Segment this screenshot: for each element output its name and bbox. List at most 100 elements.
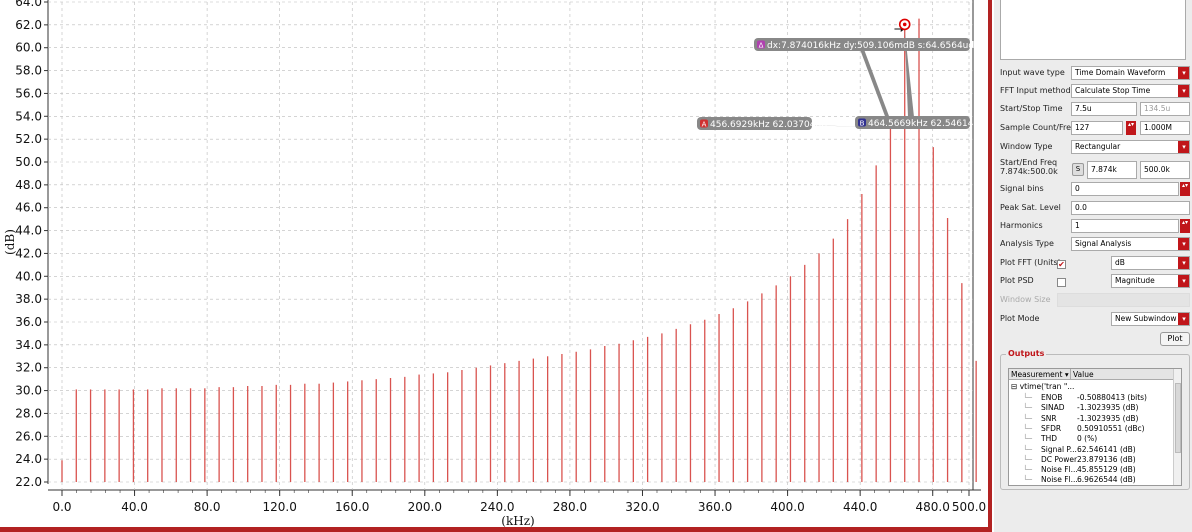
output-measurement: SNR <box>1041 413 1057 423</box>
chevron-down-icon[interactable]: ▾ <box>1178 141 1189 153</box>
plot-button[interactable]: Plot <box>1160 332 1190 346</box>
plot-mode-label: Plot Mode <box>1000 314 1040 323</box>
harmonics-label: Harmonics <box>1000 221 1043 230</box>
x-axis-label: (kHz) <box>501 514 534 528</box>
peak-sat-level-label: Peak Sat. Level <box>1000 203 1061 212</box>
column-measurement[interactable]: Measurement ▾ <box>1009 369 1071 380</box>
output-row[interactable]: └─ Noise Fl... 45.855129 (dB) <box>1011 465 1175 475</box>
plot-psd-label: Plot PSD <box>1000 276 1034 285</box>
marker-b-dot[interactable] <box>902 22 907 27</box>
chevron-down-icon[interactable]: ▾ <box>1178 313 1189 325</box>
input-wave-type-select[interactable]: Time Domain Waveform ▾ <box>1071 66 1190 80</box>
fft-chart[interactable]: 22.0 24.0 26.0 28.0 30.0 32.0 34.0 36.0 38.0 40.0… <box>0 0 990 532</box>
window-type-label: Window Type <box>1000 142 1053 151</box>
marker-a-label-icon-glyph: A <box>702 121 707 129</box>
y-tick-label: 60.0 <box>15 41 42 55</box>
y-tick-label: 52.0 <box>15 132 42 146</box>
outputs-table[interactable]: Measurement ▾ Value ⊟ vtime('tran "... └… <box>1008 368 1182 486</box>
window-type-select[interactable]: Rectangular ▾ <box>1071 140 1190 154</box>
output-row[interactable]: └─ SINAD -1.3023935 (dB) <box>1011 403 1175 413</box>
plot-mode-select[interactable]: New Subwindow ▾ <box>1111 312 1190 326</box>
start-time-input[interactable]: 7.5u <box>1071 102 1137 116</box>
stop-time-input[interactable]: 134.5u <box>1140 102 1190 116</box>
y-tick-label: 26.0 <box>15 429 42 443</box>
signal-bins-input[interactable]: 0 <box>1071 182 1179 196</box>
sample-count-spinner[interactable]: ▴▾ <box>1126 121 1136 135</box>
signal-bins-spinner[interactable]: ▴▾ <box>1180 182 1190 196</box>
window-size-input <box>1057 293 1190 307</box>
delta-label-text: dx:7.874016kHz dy:509.106mdB s:64.6564ud… <box>767 41 990 51</box>
y-tick-label: 58.0 <box>15 64 42 78</box>
y-axis-label: (dB) <box>3 229 17 255</box>
output-row[interactable]: └─ ENOB -0.50880413 (bits) <box>1011 393 1175 403</box>
start-end-freq-label: Start/End Freq <box>1000 158 1058 167</box>
tree-branch-icon: └─ <box>1023 475 1033 485</box>
harmonics-input[interactable]: 1 <box>1071 219 1179 233</box>
end-freq-input[interactable]: 500.0k <box>1140 161 1190 179</box>
y-tick-label: 42.0 <box>15 246 42 260</box>
outputs-scrollbar[interactable] <box>1173 369 1181 485</box>
fft-input-method-select[interactable]: Calculate Stop Time ▾ <box>1071 84 1190 98</box>
output-measurement: DC Power <box>1041 454 1078 464</box>
fft-plot-area[interactable]: 22.0 24.0 26.0 28.0 30.0 32.0 34.0 36.0 38.0 40.0… <box>0 0 992 532</box>
tree-branch-icon: └─ <box>1023 413 1033 423</box>
panel-top-box <box>1000 0 1186 60</box>
x-tick-label: 80.0 <box>194 500 221 514</box>
marker-b-label-box[interactable] <box>855 116 970 129</box>
signal-bins-label: Signal bins <box>1000 184 1044 193</box>
output-value: 0 (%) <box>1077 434 1098 444</box>
plot-psd-checkbox[interactable] <box>1057 278 1066 287</box>
x-tick-label: 200.0 <box>408 500 442 514</box>
delta-connector <box>858 44 894 128</box>
output-value: -1.3023935 (dB) <box>1077 413 1139 423</box>
chevron-down-icon[interactable]: ▾ <box>1178 67 1189 79</box>
start-freq-input[interactable]: 7.874k <box>1087 161 1137 179</box>
y-tick-label: 22.0 <box>15 475 42 489</box>
delta-label-box[interactable] <box>754 38 970 51</box>
output-row[interactable]: └─ SNR -1.3023935 (dB) <box>1011 414 1175 424</box>
marker-b-label-icon-glyph: B <box>860 120 865 128</box>
y-tick-label: 38.0 <box>15 292 42 306</box>
marker-a-label-box[interactable] <box>697 117 812 130</box>
plot-fft-units-select[interactable]: dB ▾ <box>1111 256 1190 270</box>
output-row[interactable]: └─ SFDR 0.50910551 (dBc) <box>1011 424 1175 434</box>
plot-frame-right <box>988 0 992 532</box>
output-row[interactable]: └─ Noise Fl... 6.9626544 (dB) <box>1011 475 1175 485</box>
x-tick-label: 160.0 <box>335 500 369 514</box>
snap-freq-button[interactable]: S <box>1072 163 1084 176</box>
output-measurement: ENOB <box>1041 393 1063 402</box>
marker-a-label-icon <box>700 119 708 128</box>
y-tick-label: 50.0 <box>15 155 42 169</box>
peak-sat-level-input[interactable]: 0.0 <box>1071 201 1190 215</box>
y-tick-label: 48.0 <box>15 178 42 192</box>
plot-fft-units-checkbox[interactable]: ✔ <box>1057 260 1066 269</box>
output-measurement: THD <box>1041 434 1057 444</box>
harmonics-spinner[interactable]: ▴▾ <box>1180 219 1190 233</box>
analysis-type-select[interactable]: Signal Analysis ▾ <box>1071 237 1190 251</box>
x-tick-label: 40.0 <box>121 500 148 514</box>
tree-root-row[interactable]: ⊟ vtime('tran "... <box>1011 382 1074 391</box>
output-value: -1.3023935 (dB) <box>1077 403 1139 413</box>
tree-branch-icon: └─ <box>1023 423 1033 433</box>
chevron-down-icon[interactable]: ▾ <box>1178 257 1189 269</box>
output-row[interactable]: └─ THD 0 (%) <box>1011 434 1175 444</box>
y-tick-label: 36.0 <box>15 315 42 329</box>
sample-freq-input[interactable]: 1.000M <box>1140 121 1190 135</box>
start-stop-time-label: Start/Stop Time <box>1000 104 1063 113</box>
chevron-down-icon[interactable]: ▾ <box>1178 275 1189 287</box>
chevron-down-icon[interactable]: ▾ <box>1178 238 1189 250</box>
sample-count-input[interactable]: 127 <box>1071 121 1123 135</box>
chevron-down-icon[interactable]: ▾ <box>1178 85 1189 97</box>
x-tick-label: 0.0 <box>52 500 71 514</box>
column-value[interactable]: Value <box>1071 369 1181 380</box>
analysis-type-label: Analysis Type <box>1000 239 1054 248</box>
y-tick-label: 32.0 <box>15 361 42 375</box>
output-row[interactable]: └─ DC Power 23.879136 (dB) <box>1011 455 1175 465</box>
fft-input-method-label: FFT Input method <box>1000 86 1071 95</box>
collapse-icon[interactable]: ⊟ <box>1011 382 1018 391</box>
output-value: 23.879136 (dB) <box>1077 454 1136 464</box>
output-row[interactable]: └─ Signal P... 62.546141 (dB) <box>1011 445 1175 455</box>
scrollbar-thumb[interactable] <box>1175 383 1181 453</box>
plot-psd-select[interactable]: Magnitude ▾ <box>1111 274 1190 288</box>
tree-branch-icon: └─ <box>1023 403 1033 413</box>
